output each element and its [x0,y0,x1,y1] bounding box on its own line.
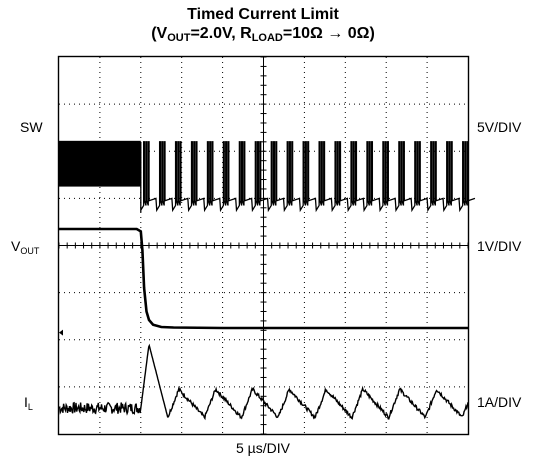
ground-marker [59,330,63,336]
sw-trace-fast-switching [59,141,141,187]
sw-trace [141,142,475,213]
graticule-grid [59,57,468,434]
